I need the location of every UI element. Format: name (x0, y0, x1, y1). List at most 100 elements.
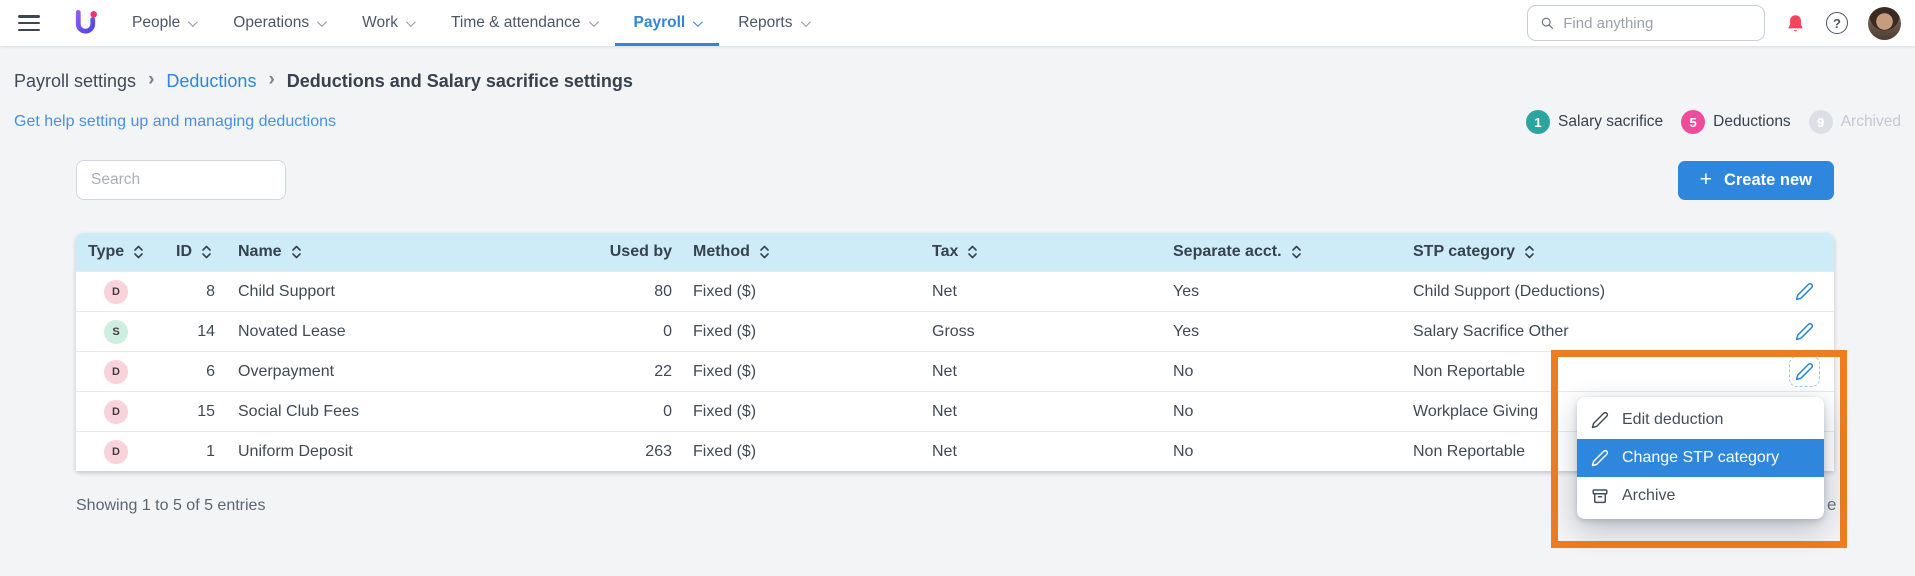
search-icon (1541, 17, 1554, 29)
cell-name: Social Club Fees (238, 402, 359, 420)
type-badge: S (104, 319, 128, 344)
chevron-down-icon (317, 16, 327, 27)
cell-tax: Net (932, 402, 957, 420)
search-input[interactable] (76, 160, 286, 200)
cell-tax: Net (932, 282, 957, 300)
type-badge: D (104, 439, 128, 464)
table-row[interactable]: S 14 Novated Lease 0 Fixed ($) Gross Yes… (76, 311, 1834, 351)
badge-salary-sacrifice: 1 Salary sacrifice (1526, 110, 1663, 134)
cell-stp-category: Non Reportable (1413, 362, 1526, 380)
column-header-method[interactable]: Method (676, 243, 916, 261)
cell-separate-acct: No (1173, 362, 1194, 380)
column-header-stp-category[interactable]: STP category (1396, 243, 1716, 261)
pencil-icon (1795, 363, 1813, 381)
page-title: Deductions and Salary sacrifice settings (286, 70, 633, 91)
nav-item-time-attendance[interactable]: Time & attendance (432, 0, 615, 46)
column-header-type[interactable]: Type (76, 243, 171, 261)
cell-id: 8 (206, 282, 215, 300)
menu-item-archive[interactable]: Archive (1577, 477, 1824, 515)
cell-name: Novated Lease (238, 322, 346, 340)
chevron-down-icon (188, 16, 199, 27)
edit-pencil-button[interactable] (1791, 278, 1818, 305)
notifications-bell-icon[interactable] (1785, 12, 1806, 35)
nav-item-reports[interactable]: Reports (719, 0, 826, 46)
pencil-icon (1591, 449, 1609, 467)
logo-u-icon (75, 9, 97, 34)
row-actions-menu: Edit deduction Change STP category Archi… (1577, 397, 1824, 519)
cell-id: 15 (197, 402, 215, 420)
cell-name: Uniform Deposit (238, 442, 353, 460)
plus-icon: + (1699, 167, 1712, 191)
deductions-table: Type ID Name Used by Method Tax Separate… (76, 233, 1834, 471)
type-badge: D (104, 399, 128, 424)
sort-icon[interactable] (133, 244, 144, 260)
avatar[interactable] (1868, 6, 1901, 40)
sort-icon[interactable] (291, 244, 302, 260)
cell-id: 6 (206, 362, 215, 380)
cell-method: Fixed ($) (693, 402, 757, 420)
global-search-input[interactable] (1563, 14, 1752, 32)
cell-tax: Net (932, 362, 957, 380)
column-header-tax[interactable]: Tax (916, 243, 1156, 261)
top-navbar: People Operations Work Time & attendance… (0, 0, 1915, 46)
nav-item-payroll[interactable]: Payroll (614, 0, 720, 46)
cell-used-by: 263 (645, 442, 672, 460)
sort-icon[interactable] (759, 244, 770, 260)
cell-stp-category: Child Support (Deductions) (1413, 282, 1606, 300)
help-icon[interactable]: ? (1826, 12, 1848, 34)
cell-separate-acct: Yes (1173, 322, 1200, 340)
deductions-count: 5 (1681, 110, 1706, 134)
type-badge: D (104, 279, 128, 304)
cell-id: 14 (197, 322, 215, 340)
brand-logo[interactable] (72, 8, 99, 38)
column-header-name[interactable]: Name (215, 243, 596, 261)
breadcrumb-deductions-link[interactable]: Deductions (166, 70, 257, 91)
nav-item-people[interactable]: People (113, 0, 214, 46)
cell-used-by: 0 (663, 322, 672, 340)
summary-badges: 1 Salary sacrifice 5 Deductions 9 Archiv… (1526, 110, 1901, 134)
breadcrumb-payroll-settings[interactable]: Payroll settings (14, 70, 137, 91)
create-new-button[interactable]: + Create new (1677, 160, 1834, 200)
column-header-id[interactable]: ID (171, 243, 215, 261)
menu-item-edit-deduction[interactable]: Edit deduction (1577, 401, 1824, 439)
column-header-used-by[interactable]: Used by (609, 243, 672, 260)
sort-icon[interactable] (201, 244, 212, 260)
menu-item-change-stp-category[interactable]: Change STP category (1577, 439, 1824, 477)
archive-icon (1592, 489, 1608, 504)
cell-method: Fixed ($) (693, 322, 757, 340)
column-header-separate-acct[interactable]: Separate acct. (1156, 243, 1396, 261)
obscured-text-fragment: e (1827, 495, 1837, 514)
global-search[interactable] (1527, 5, 1765, 41)
cell-tax: Net (932, 442, 957, 460)
table-header-row: Type ID Name Used by Method Tax Separate… (76, 233, 1834, 271)
help-deductions-link[interactable]: Get help setting up and managing deducti… (14, 113, 337, 130)
main-nav: People Operations Work Time & attendance… (113, 0, 827, 46)
table-row[interactable]: D 1 Uniform Deposit 263 Fixed ($) Net No… (76, 431, 1834, 471)
type-badge: D (104, 359, 128, 384)
cell-separate-acct: Yes (1173, 282, 1200, 300)
breadcrumb: Payroll settings › Deductions › Deductio… (14, 69, 1901, 92)
table-row[interactable]: D 15 Social Club Fees 0 Fixed ($) Net No… (76, 391, 1834, 431)
cell-id: 1 (206, 442, 215, 460)
chevron-down-icon (405, 16, 416, 27)
sort-icon[interactable] (967, 244, 978, 260)
edit-pencil-button[interactable] (1789, 356, 1820, 387)
table-row[interactable]: D 6 Overpayment 22 Fixed ($) Net No Non … (76, 351, 1834, 391)
chevron-down-icon (693, 16, 704, 27)
entries-summary: Showing 1 to 5 of 5 entries (76, 497, 266, 514)
cell-stp-category: Non Reportable (1413, 442, 1526, 460)
cell-method: Fixed ($) (693, 282, 757, 300)
table-row[interactable]: D 8 Child Support 80 Fixed ($) Net Yes C… (76, 271, 1834, 311)
sort-icon[interactable] (1524, 244, 1535, 260)
chevron-down-icon (800, 16, 811, 27)
sort-icon[interactable] (1291, 244, 1302, 260)
pencil-icon (1795, 323, 1813, 341)
cell-used-by: 22 (654, 362, 672, 380)
nav-item-operations[interactable]: Operations (214, 0, 343, 46)
menu-icon[interactable] (18, 15, 40, 31)
nav-item-work[interactable]: Work (343, 0, 432, 46)
edit-pencil-button[interactable] (1791, 318, 1818, 345)
cell-name: Child Support (238, 282, 335, 300)
pencil-icon (1591, 411, 1609, 429)
salary-sacrifice-count: 1 (1526, 110, 1551, 134)
